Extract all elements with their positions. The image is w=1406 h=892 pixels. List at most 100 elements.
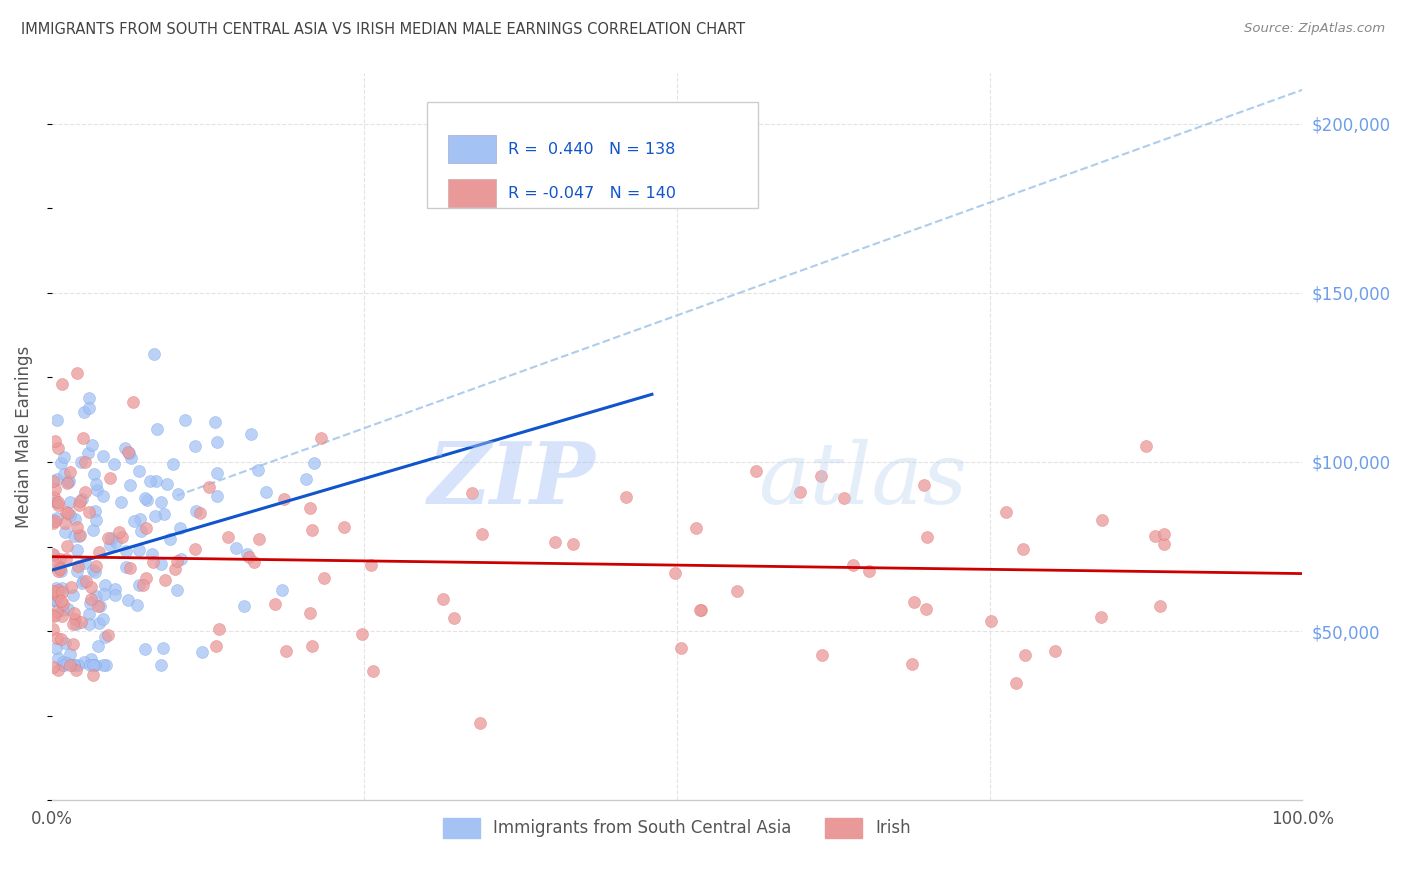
Point [205,466,228,480]
Point [53,467,76,481]
Text: Source: ZipAtlas.com: Source: ZipAtlas.com [1244,22,1385,36]
Point [104,582,127,596]
Point [96,657,118,672]
Point [56,539,79,553]
Point [77,401,100,415]
Point [225,541,247,556]
Point [56,475,79,490]
Point [59,508,82,523]
Point [82,657,104,672]
Point [49,632,72,646]
Point [174,412,197,426]
Point [858,564,880,578]
Point [915,530,938,544]
Point [63,657,86,672]
Point [295,472,318,486]
Point [91,612,114,626]
Point [111,530,134,544]
Point [120,450,142,465]
Point [135,571,157,585]
Point [89,599,111,613]
Point [70,576,93,591]
Point [110,495,132,509]
Point [51,603,73,617]
Point [79,596,101,610]
Point [980,614,1002,628]
Point [82,563,104,577]
Point [48,552,70,566]
Point [62,637,84,651]
Point [51,594,73,608]
Point [45,581,67,595]
Point [84,476,107,491]
Point [1135,439,1157,453]
Point [143,509,166,524]
Point [69,455,91,469]
Point [118,560,141,574]
Point [42,607,65,622]
Point [915,602,938,616]
Point [298,606,321,620]
Point [72,574,94,588]
Point [53,657,76,672]
Point [80,438,103,452]
Point [114,442,136,456]
Bar [449,136,496,163]
Point [104,588,127,602]
Point [107,524,129,539]
Point [100,532,122,546]
Point [83,467,105,481]
Point [238,550,260,565]
Point [46,441,69,455]
Point [73,455,96,469]
Point [162,457,184,471]
Point [744,464,766,478]
Point [79,657,101,672]
Point [42,555,65,569]
Point [42,622,65,636]
Point [136,493,159,508]
Point [117,592,139,607]
Point [77,616,100,631]
Point [66,657,89,672]
Point [811,648,834,662]
Point [44,434,66,449]
Point [84,559,107,574]
Point [45,413,67,427]
Point [301,523,323,537]
Point [42,584,65,599]
Point [188,507,211,521]
Point [86,589,108,603]
Point [432,592,454,607]
Point [145,422,167,436]
Point [117,445,139,459]
Point [91,489,114,503]
Point [53,524,76,539]
Point [217,530,239,544]
Point [69,493,91,508]
Point [689,603,711,617]
Point [46,498,69,512]
Point [170,551,193,566]
Point [150,495,173,509]
Point [1005,675,1028,690]
Point [152,640,174,655]
Point [912,478,935,492]
Point [75,574,97,588]
Point [142,555,165,569]
Point [664,566,686,581]
Point [1153,527,1175,541]
Point [129,512,152,526]
Point [59,465,82,479]
Point [56,507,79,521]
Point [94,630,117,644]
Point [103,457,125,471]
Point [184,439,207,453]
Point [832,491,855,505]
Text: atlas: atlas [758,439,967,522]
Point [44,482,66,496]
Point [46,495,69,509]
Point [52,655,75,669]
Point [350,627,373,641]
Point [84,504,107,518]
